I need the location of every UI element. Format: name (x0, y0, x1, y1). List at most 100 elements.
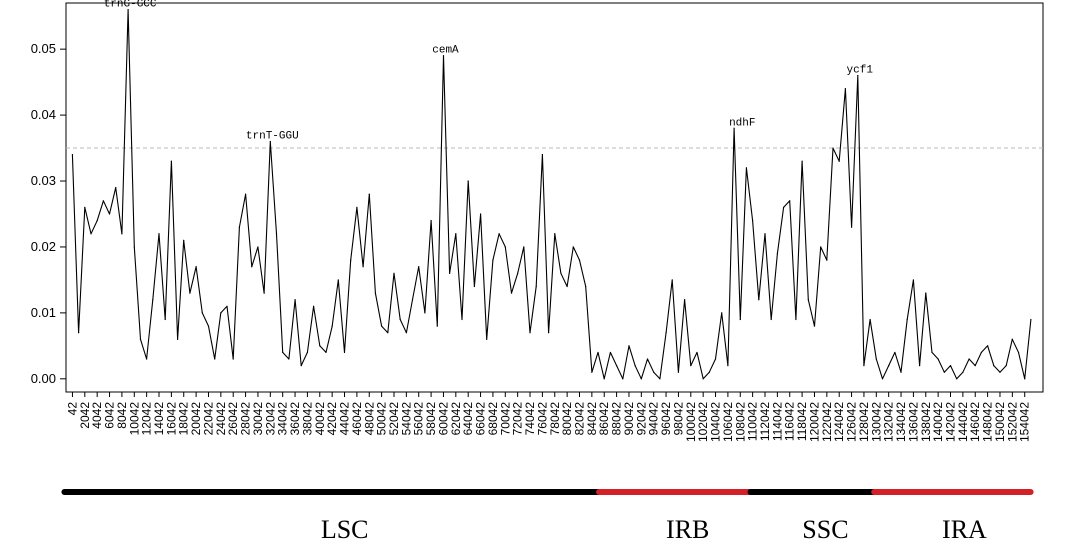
x-tick-label: 148042 (981, 402, 995, 442)
x-tick-label: 14042 (152, 402, 166, 436)
data-point (949, 365, 952, 367)
x-tick-label: 38042 (300, 402, 314, 436)
data-point (554, 233, 556, 235)
data-point (900, 371, 902, 373)
x-tick-label: 2042 (78, 402, 92, 429)
data-point (850, 226, 853, 228)
data-point (183, 239, 185, 241)
data-point (745, 167, 748, 169)
data-point (708, 371, 710, 373)
data-point (238, 226, 240, 228)
data-point (78, 332, 80, 334)
data-point (393, 272, 395, 274)
data-point (294, 299, 296, 301)
data-point (436, 325, 438, 327)
peak-annotation: ndhF (729, 117, 755, 129)
x-tick-label: 142042 (944, 402, 958, 442)
data-point (782, 206, 785, 208)
data-point (473, 285, 475, 288)
data-point (461, 318, 463, 321)
data-point (696, 351, 698, 354)
data-point (776, 252, 778, 255)
data-point (1005, 365, 1007, 367)
plot-area (65, 2, 1044, 393)
data-point (133, 246, 135, 248)
data-point (943, 371, 945, 373)
data-point (467, 180, 469, 182)
data-point (764, 233, 766, 235)
data-point (690, 365, 692, 367)
data-point (269, 140, 271, 143)
data-point (325, 351, 327, 354)
y-tick-label: 0.01 (31, 305, 56, 320)
x-tick-label: 128042 (857, 402, 871, 442)
data-point (937, 358, 939, 360)
x-tick-label: 146042 (968, 402, 982, 442)
x-tick-label: 130042 (869, 402, 883, 442)
peak-annotation: trnT-GGU (246, 130, 299, 142)
data-point (195, 266, 197, 268)
data-point (974, 365, 976, 367)
x-tick-label: 132042 (882, 402, 896, 442)
x-tick-label: 112042 (758, 402, 772, 441)
data-point (263, 292, 265, 294)
peak-annotation: cemA (432, 45, 459, 57)
data-point (1024, 378, 1026, 380)
x-tick-label: 4042 (90, 402, 104, 429)
data-point (387, 332, 389, 334)
x-tick-label: 6042 (103, 402, 117, 429)
data-point (807, 299, 809, 301)
data-point (733, 127, 735, 129)
y-tick-label: 0.03 (31, 173, 56, 188)
data-point (257, 246, 259, 248)
data-point (578, 259, 581, 261)
data-point (832, 147, 834, 149)
data-point (251, 266, 253, 268)
data-point (350, 259, 352, 261)
data-point (795, 318, 797, 321)
data-point (1011, 338, 1013, 340)
x-tick-label: 22042 (201, 402, 215, 436)
data-point (529, 332, 531, 334)
y-axis: 0.00 0.01 0.02 0.03 0.04 0.05 (31, 41, 66, 386)
x-tick-label: 40042 (313, 402, 327, 436)
data-point (980, 351, 983, 354)
data-point (628, 345, 630, 347)
data-point (479, 213, 482, 215)
data-point (813, 325, 816, 327)
data-point (597, 351, 599, 354)
x-tick-label: 152042 (1005, 402, 1019, 442)
x-tick-label: 58042 (424, 402, 438, 436)
data-point (84, 206, 86, 208)
x-tick-label: 98042 (671, 402, 685, 436)
data-point (665, 332, 667, 334)
x-tick-label: 114042 (770, 402, 784, 441)
data-point (152, 299, 154, 301)
data-point (449, 272, 451, 274)
x-tick-label: 154042 (1018, 402, 1032, 442)
data-point (622, 378, 624, 380)
x-tick-label: 36042 (288, 402, 302, 436)
x-tick-label: 56042 (412, 402, 426, 436)
data-point (90, 233, 92, 235)
x-tick-label: 42 (65, 402, 79, 416)
data-point (288, 358, 290, 360)
x-tick-label: 60042 (436, 402, 450, 436)
data-point (615, 365, 618, 367)
peak-annotation: ycf1 (847, 65, 874, 77)
data-point (510, 292, 513, 294)
data-point (1030, 318, 1032, 321)
data-point (912, 279, 915, 281)
data-point (356, 206, 358, 208)
data-point (71, 154, 74, 156)
data-point (535, 285, 537, 288)
data-point (888, 365, 890, 367)
data-point (962, 371, 964, 373)
data-point (603, 378, 605, 380)
y-tick-label: 0.04 (31, 107, 56, 122)
data-point (541, 154, 543, 156)
x-tick-label: 72042 (511, 402, 525, 436)
x-tick-label: 104042 (709, 402, 723, 442)
data-point (411, 299, 414, 301)
